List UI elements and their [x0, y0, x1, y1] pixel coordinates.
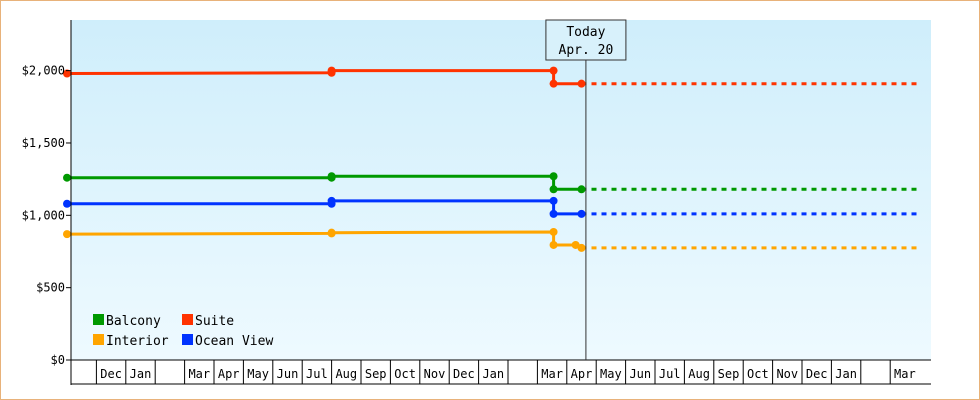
x-tick-label: May	[247, 367, 269, 381]
data-point	[549, 196, 558, 205]
data-point	[63, 199, 71, 208]
legend-swatch	[93, 314, 104, 325]
x-tick-label: May	[600, 367, 622, 381]
x-tick-label: Nov	[776, 367, 798, 381]
x-tick-label: Jan	[130, 367, 152, 381]
data-point	[327, 228, 336, 237]
data-point	[549, 240, 558, 249]
y-tick-label: $1,500	[22, 136, 65, 150]
x-tick-label: Oct	[394, 367, 416, 381]
y-tick-label: $1,000	[22, 208, 65, 222]
data-point	[549, 172, 558, 181]
data-point	[63, 230, 71, 239]
data-point	[577, 79, 586, 88]
series-line	[66, 69, 582, 86]
x-tick-label: Mar	[188, 367, 210, 381]
data-point	[327, 196, 336, 205]
data-point	[327, 172, 336, 181]
x-tick-label: Sep	[718, 367, 740, 381]
x-tick-label: Jan	[482, 367, 504, 381]
series-line	[67, 174, 582, 191]
today-date: Apr. 20	[559, 43, 614, 58]
plot-area	[71, 20, 931, 360]
y-tick-label: $0	[51, 353, 65, 367]
x-tick-label: Mar	[541, 367, 563, 381]
data-point	[577, 243, 586, 252]
legend-label: Interior	[106, 334, 169, 349]
legend-swatch	[182, 314, 193, 325]
series-line	[67, 199, 582, 216]
x-tick-label: Apr	[218, 367, 240, 381]
legend-label: Ocean View	[195, 334, 273, 349]
x-tick-label: Jun	[629, 367, 651, 381]
x-tick-label: Mar	[894, 367, 916, 381]
data-point	[549, 66, 558, 75]
legend-label: Suite	[195, 314, 234, 329]
x-tick-label: Dec	[806, 367, 828, 381]
legend-swatch	[93, 334, 104, 345]
x-tick-label: Aug	[335, 367, 357, 381]
data-point	[549, 79, 558, 88]
x-tick-label: Jul	[306, 367, 328, 381]
y-tick-label: $2,000	[22, 64, 65, 78]
x-tick-label: Apr	[571, 367, 593, 381]
today-label: Today	[566, 25, 605, 40]
x-tick-label: Jul	[659, 367, 681, 381]
data-point	[577, 209, 586, 218]
x-tick-label: Dec	[100, 367, 122, 381]
data-point	[327, 66, 336, 75]
y-tick-label: $500	[36, 281, 65, 295]
legend-label: Balcony	[106, 314, 161, 329]
x-tick-label: Jun	[277, 367, 299, 381]
x-tick-label: Aug	[688, 367, 710, 381]
x-tick-label: Sep	[365, 367, 387, 381]
data-point	[63, 69, 71, 78]
x-tick-label: Nov	[424, 367, 446, 381]
x-tick-label: Dec	[453, 367, 475, 381]
data-point	[63, 173, 71, 182]
data-point	[549, 209, 558, 218]
x-tick-label: Oct	[747, 367, 769, 381]
legend-swatch	[182, 334, 193, 345]
data-point	[549, 185, 558, 194]
data-point	[549, 227, 558, 236]
today-box	[545, 19, 627, 61]
x-tick-label: Jan	[835, 367, 857, 381]
data-point	[577, 185, 586, 194]
